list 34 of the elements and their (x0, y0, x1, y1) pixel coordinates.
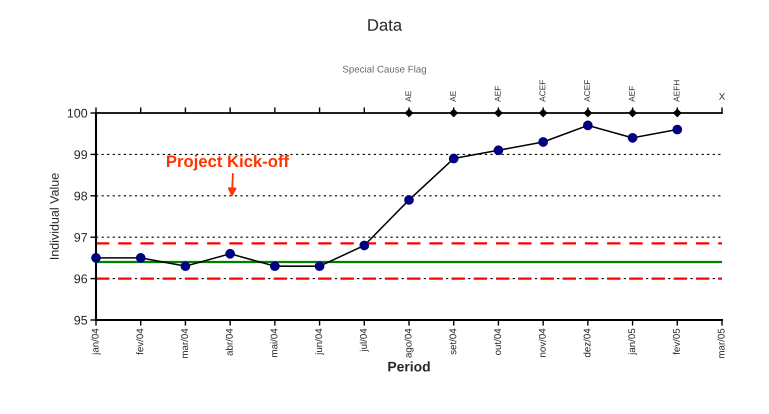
annotation: AE (405, 91, 412, 102)
y-tick-label: 97 (74, 233, 88, 242)
y-tick-label: 99 (74, 150, 88, 160)
annotation: ACEF (539, 80, 546, 102)
y-axis-title: Individual Value (50, 173, 59, 260)
annotation: AE (450, 91, 456, 102)
annotation: AEFH (674, 80, 680, 102)
x-tick-label: out/04 (494, 328, 502, 355)
chart-title: Data (368, 19, 402, 31)
annotation: Project Kick-off (166, 154, 290, 170)
x-tick-label: mar/04 (180, 328, 188, 358)
x-tick-label: jul/04 (360, 328, 369, 352)
x-tick-label: ago/04 (404, 328, 414, 358)
y-tick-label: 96 (74, 274, 88, 284)
x-tick-label: nov/04 (538, 328, 546, 357)
x-tick-label: jan/05 (628, 328, 638, 356)
x-tick-label: dez/04 (583, 328, 590, 358)
annotation: AEF (628, 86, 635, 102)
x-tick-label: jun/04 (315, 328, 324, 356)
x-tick-label: abr/04 (226, 328, 233, 356)
x-tick-label: mai/04 (270, 328, 278, 357)
x-tick-label: fev/04 (136, 328, 144, 355)
y-tick-label: 100 (68, 108, 88, 118)
y-tick-label: 95 (74, 316, 88, 325)
x-axis-title: Period (388, 361, 430, 372)
text: X (718, 93, 726, 100)
annotation: ACEF (584, 80, 590, 102)
x-tick-label: fev/05 (672, 328, 680, 355)
x-tick-label: mar/05 (717, 328, 725, 358)
text: Special Cause Flag (342, 65, 426, 75)
x-tick-label: set/04 (449, 328, 456, 355)
x-tick-label: jan/04 (91, 328, 101, 356)
y-tick-label: 98 (74, 192, 88, 200)
annotation: AEF (494, 86, 501, 102)
